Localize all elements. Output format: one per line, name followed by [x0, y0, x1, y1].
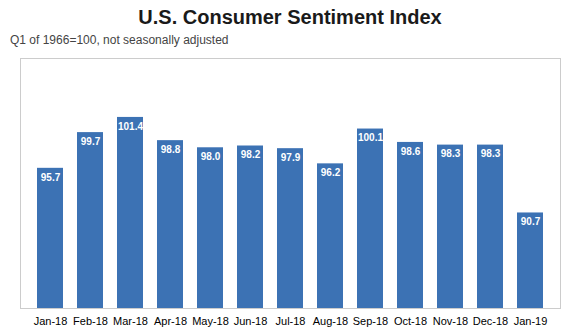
svg-text:101.4: 101.4 [118, 121, 143, 132]
svg-text:99.7: 99.7 [81, 136, 101, 147]
svg-text:96.2: 96.2 [321, 167, 341, 178]
svg-text:Dec-18: Dec-18 [473, 315, 508, 327]
html-text:Q1 of 1966=100, not seasonally: Q1 of 1966=100, not seasonally adjusted [10, 33, 229, 47]
svg-text:98.0: 98.0 [201, 151, 221, 162]
svg-text:Apr-18: Apr-18 [154, 315, 187, 327]
svg-text:98.8: 98.8 [161, 144, 181, 155]
svg-text:Feb-18: Feb-18 [73, 315, 108, 327]
svg-text:Nov-18: Nov-18 [433, 315, 468, 327]
svg-text:98.6: 98.6 [401, 146, 421, 157]
svg-text:95.7: 95.7 [41, 172, 61, 183]
svg-text:100.1: 100.1 [358, 132, 383, 143]
svg-text:98.2: 98.2 [241, 149, 261, 160]
svg-text:98.3: 98.3 [441, 148, 461, 159]
svg-text:97.9: 97.9 [281, 152, 301, 163]
svg-text:Jun-18: Jun-18 [234, 315, 268, 327]
svg-text:Jan-19: Jan-19 [514, 315, 548, 327]
svg-text:Sep-18: Sep-18 [353, 315, 388, 327]
svg-text:98.3: 98.3 [481, 148, 501, 159]
html-text:U.S. Consumer Sentiment Index: U.S. Consumer Sentiment Index [138, 6, 442, 28]
svg-text:Oct-18: Oct-18 [394, 315, 427, 327]
svg-text:Jul-18: Jul-18 [276, 315, 306, 327]
svg-text:Mar-18: Mar-18 [113, 315, 148, 327]
svg-text:90.7: 90.7 [521, 216, 541, 227]
svg-text:May-18: May-18 [192, 315, 229, 327]
svg-text:Aug-18: Aug-18 [313, 315, 348, 327]
svg-text:Jan-18: Jan-18 [34, 315, 68, 327]
